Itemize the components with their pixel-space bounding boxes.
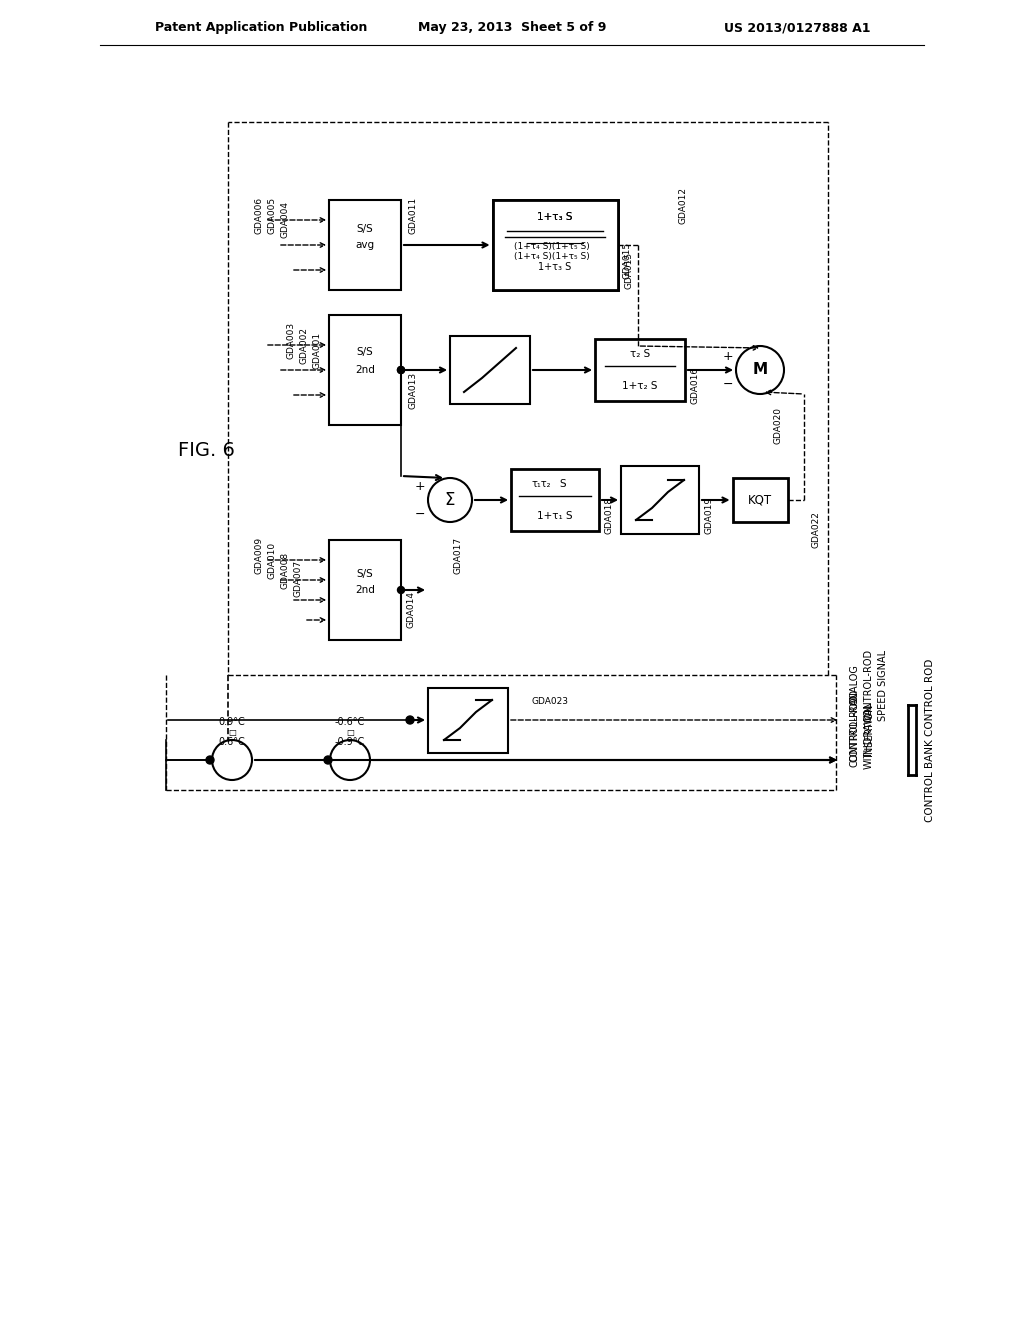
Text: CONTROL-ROD: CONTROL-ROD bbox=[864, 648, 874, 722]
Text: WITHDRAWAL: WITHDRAWAL bbox=[864, 701, 874, 768]
Bar bbox=[595, 339, 685, 401]
Circle shape bbox=[206, 756, 214, 764]
Text: GDA019: GDA019 bbox=[705, 496, 714, 533]
Text: GDA017: GDA017 bbox=[454, 536, 463, 574]
Text: □: □ bbox=[346, 727, 354, 737]
Text: 1+τ₃ S: 1+τ₃ S bbox=[539, 261, 571, 272]
Text: FIG. 6: FIG. 6 bbox=[178, 441, 234, 459]
Text: 0.9°C: 0.9°C bbox=[219, 717, 246, 727]
Text: GDA018: GDA018 bbox=[604, 496, 613, 533]
Text: CONTROL BANK CONTROL ROD: CONTROL BANK CONTROL ROD bbox=[925, 659, 935, 821]
Text: GDA015: GDA015 bbox=[625, 251, 634, 289]
Circle shape bbox=[406, 715, 414, 723]
Text: 2nd: 2nd bbox=[355, 366, 375, 375]
Bar bbox=[329, 540, 401, 640]
Bar bbox=[329, 315, 401, 425]
Circle shape bbox=[397, 586, 404, 594]
Text: (1+τ₄ S)(1+τ₅ S): (1+τ₄ S)(1+τ₅ S) bbox=[514, 243, 590, 252]
Text: -0.6°C: -0.6°C bbox=[335, 717, 366, 727]
Text: +: + bbox=[415, 479, 425, 492]
Circle shape bbox=[397, 367, 404, 374]
Text: 0.6°C: 0.6°C bbox=[219, 737, 246, 747]
Text: 1+τ₃ S: 1+τ₃ S bbox=[538, 213, 572, 222]
Bar bbox=[450, 337, 530, 404]
Text: SPEED SIGNAL: SPEED SIGNAL bbox=[878, 649, 888, 721]
Circle shape bbox=[212, 741, 252, 780]
Text: INSERTION: INSERTION bbox=[864, 704, 874, 756]
Text: GDA016: GDA016 bbox=[690, 367, 699, 404]
Bar bbox=[493, 201, 617, 290]
Text: GDA022: GDA022 bbox=[811, 512, 820, 548]
Text: KQT: KQT bbox=[748, 494, 772, 507]
Bar bbox=[329, 201, 401, 290]
Text: US 2013/0127888 A1: US 2013/0127888 A1 bbox=[724, 21, 870, 34]
Text: +: + bbox=[723, 350, 733, 363]
Text: □: □ bbox=[228, 727, 236, 737]
Text: τ₁τ₂: τ₁τ₂ bbox=[531, 479, 551, 488]
Text: GDA004: GDA004 bbox=[281, 202, 290, 239]
Text: S/S: S/S bbox=[356, 347, 374, 356]
Text: GDA020: GDA020 bbox=[773, 407, 782, 444]
Text: 1+τ₂ S: 1+τ₂ S bbox=[623, 381, 657, 391]
Text: avg: avg bbox=[355, 240, 375, 249]
Text: GDA005: GDA005 bbox=[267, 197, 276, 234]
Text: GDA012: GDA012 bbox=[678, 186, 687, 223]
Text: ANALOG: ANALOG bbox=[850, 664, 860, 705]
Text: −: − bbox=[723, 378, 733, 391]
Text: M: M bbox=[753, 363, 768, 378]
Circle shape bbox=[736, 346, 784, 393]
Circle shape bbox=[428, 478, 472, 521]
Text: -0.9°C: -0.9°C bbox=[335, 737, 366, 747]
Text: τ₂ S: τ₂ S bbox=[630, 348, 650, 359]
Text: GDA006: GDA006 bbox=[255, 197, 263, 234]
Circle shape bbox=[324, 756, 332, 764]
Circle shape bbox=[397, 367, 404, 374]
Text: CONTROL-ROD: CONTROL-ROD bbox=[850, 693, 860, 767]
Text: GDA008: GDA008 bbox=[281, 552, 290, 589]
Text: Patent Application Publication: Patent Application Publication bbox=[155, 21, 368, 34]
Text: CONTROL-ROD: CONTROL-ROD bbox=[850, 689, 860, 762]
Text: GDA003: GDA003 bbox=[287, 322, 296, 359]
Text: GDA023: GDA023 bbox=[531, 697, 568, 706]
Bar bbox=[732, 478, 787, 521]
Text: GDA013: GDA013 bbox=[409, 371, 418, 409]
Bar bbox=[493, 201, 617, 290]
Bar bbox=[428, 688, 508, 752]
Text: 1+τ₁ S: 1+τ₁ S bbox=[538, 511, 572, 521]
Text: GDA001: GDA001 bbox=[312, 331, 322, 368]
Text: S: S bbox=[560, 479, 566, 488]
Text: 2nd: 2nd bbox=[355, 585, 375, 595]
Text: GDA011: GDA011 bbox=[409, 197, 418, 234]
Text: GDA010: GDA010 bbox=[267, 541, 276, 578]
Text: S/S: S/S bbox=[356, 569, 374, 579]
Text: (1+τ₄ S)(1+τ₅ S): (1+τ₄ S)(1+τ₅ S) bbox=[514, 252, 590, 261]
Text: GDA014: GDA014 bbox=[407, 591, 416, 628]
Circle shape bbox=[330, 741, 370, 780]
Text: S/S: S/S bbox=[356, 224, 374, 234]
Text: −: − bbox=[415, 507, 425, 520]
Text: 1+τ₃ S: 1+τ₃ S bbox=[538, 213, 572, 222]
Bar bbox=[493, 201, 617, 290]
Text: GDA002: GDA002 bbox=[299, 326, 308, 363]
Text: May 23, 2013  Sheet 5 of 9: May 23, 2013 Sheet 5 of 9 bbox=[418, 21, 606, 34]
Text: GDA009: GDA009 bbox=[255, 536, 263, 574]
Text: Σ: Σ bbox=[444, 491, 456, 510]
Text: GDA015: GDA015 bbox=[623, 242, 632, 279]
Text: GDA007: GDA007 bbox=[294, 560, 302, 597]
Bar bbox=[511, 469, 599, 531]
Bar bbox=[621, 466, 699, 535]
